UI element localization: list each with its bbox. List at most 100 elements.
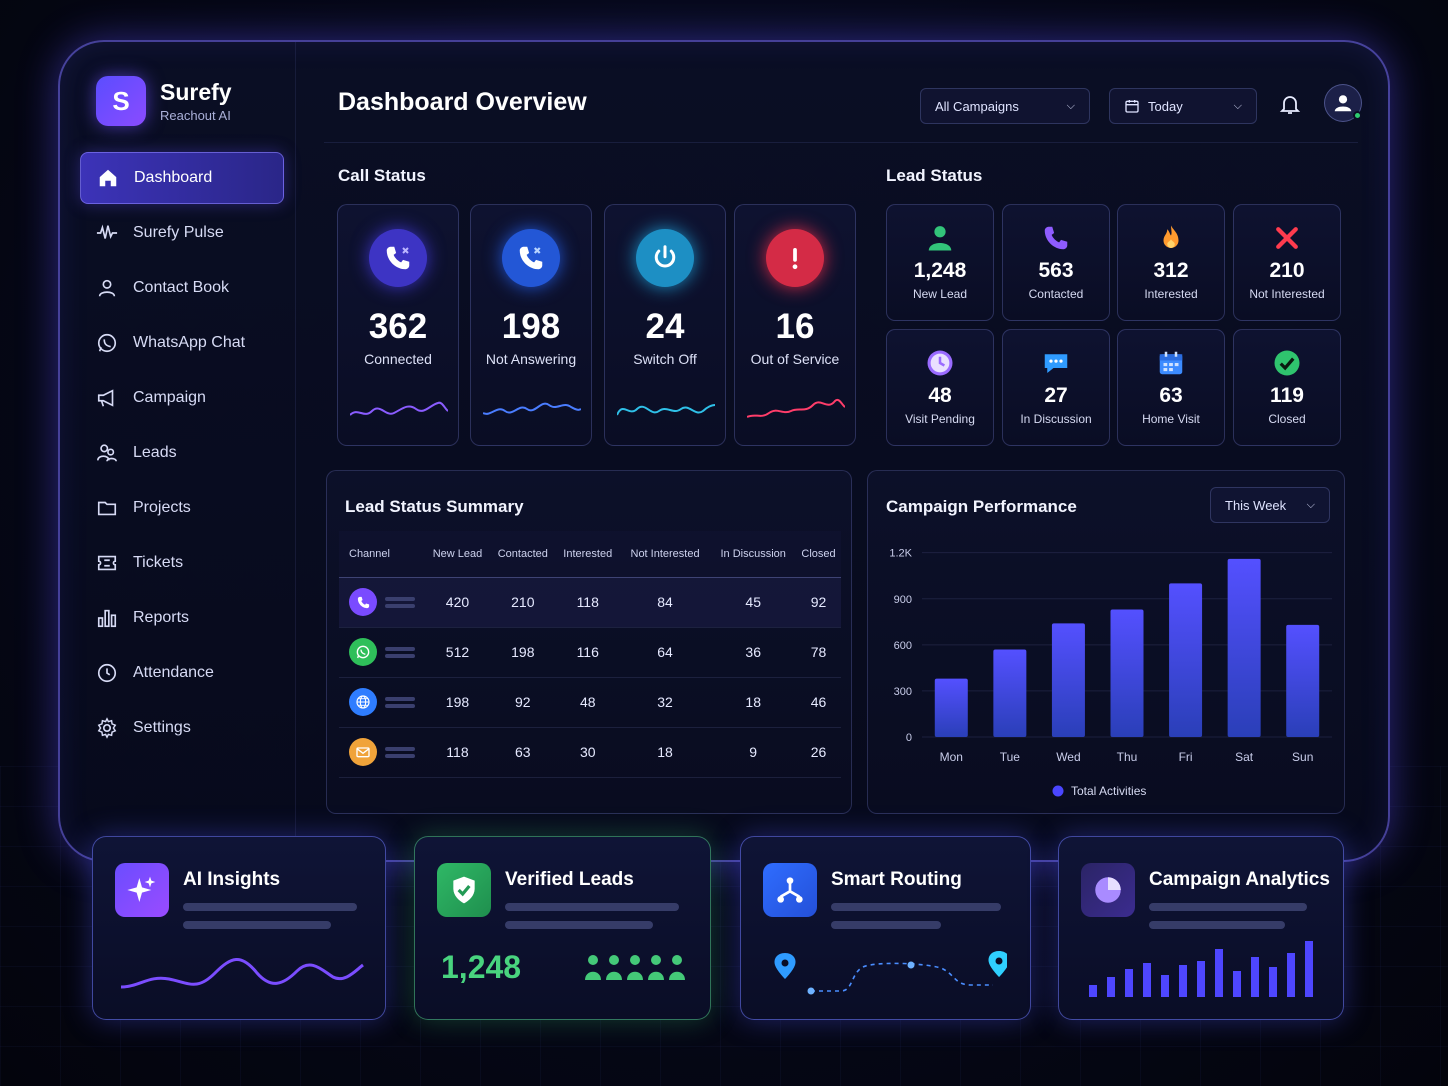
sidebar-item-campaign[interactable]: Campaign — [80, 372, 284, 424]
column-header: New Lead — [425, 531, 490, 578]
call-card-label: Switch Off — [633, 351, 697, 367]
campaign-performance-chart: 0 300 600 900 1.2K Mon Tue Wed Thu Fri Sat Sun Total… — [889, 548, 1332, 798]
clock-icon — [96, 662, 118, 684]
lead-card-visit-pending[interactable]: 48 Visit Pending — [886, 329, 994, 446]
verified-leads-card[interactable]: Verified Leads 1,248 — [414, 836, 711, 1020]
wave-graphic — [120, 958, 364, 989]
table-cell: 198 — [425, 677, 490, 728]
route-path-graphic — [774, 951, 1007, 995]
sidebar-item-whatsapp-chat[interactable]: WhatsApp Chat — [80, 317, 284, 369]
whatsapp-icon — [96, 332, 118, 354]
table-cell: 512 — [425, 627, 490, 678]
channel-cell — [339, 627, 425, 678]
smart-routing-card[interactable]: Smart Routing — [740, 836, 1031, 1020]
users-icon — [96, 442, 118, 464]
power-icon — [636, 229, 694, 287]
lead-card-label: Home Visit — [1142, 412, 1200, 426]
sidebar-item-tickets[interactable]: Tickets — [80, 537, 284, 589]
call-card-out-of-service[interactable]: 16 Out of Service — [734, 204, 856, 446]
alert-icon — [766, 229, 824, 287]
campaign-analytics-title: Campaign Analytics — [1149, 869, 1330, 890]
call-card-switch-off[interactable]: 24 Switch Off — [604, 204, 726, 446]
call-status-title: Call Status — [338, 166, 426, 185]
sidebar-item-projects[interactable]: Projects — [80, 482, 284, 534]
table-cell: 92 — [796, 577, 841, 628]
lead-card-in-discussion[interactable]: 27 In Discussion — [1002, 329, 1110, 446]
table-row[interactable]: 118 63 30 18 9 26 — [339, 727, 841, 778]
header-divider — [324, 142, 1358, 143]
table-cell: 420 — [425, 577, 490, 628]
sidebar-item-surefy-pulse[interactable]: Surefy Pulse — [80, 207, 284, 259]
sidebar-item-contact-book[interactable]: Contact Book — [80, 262, 284, 314]
range-select[interactable]: This Week ⌵ — [1210, 487, 1330, 523]
online-status-dot — [1353, 111, 1362, 120]
channel-cell — [339, 577, 425, 628]
verified-leads-value: 1,248 — [441, 949, 522, 985]
campaign-select-value: All Campaigns — [935, 98, 1019, 114]
lead-card-label: Not Interested — [1249, 287, 1325, 301]
bar-mon — [934, 678, 968, 737]
call-card-value: 16 — [775, 307, 815, 346]
sidebar-item-reports[interactable]: Reports — [80, 592, 284, 644]
chevron-down-icon: ⌵ — [1066, 99, 1075, 112]
phone-icon — [1041, 223, 1071, 253]
ai-insights-card[interactable]: AI Insights — [92, 836, 386, 1020]
sidebar-item-label: Contact Book — [133, 279, 230, 296]
fire-icon — [1156, 223, 1186, 253]
avatar[interactable] — [1324, 84, 1362, 122]
table-row[interactable]: 512 198 116 64 36 78 — [339, 627, 841, 678]
lead-card-value: 210 — [1269, 259, 1305, 282]
date-select[interactable]: Today ⌵ — [1109, 88, 1257, 124]
chevron-down-icon: ⌵ — [1233, 99, 1242, 112]
lead-card-closed[interactable]: 119 Closed — [1233, 329, 1341, 446]
x-tick-label: Fri — [1179, 750, 1193, 764]
x-icon — [1272, 223, 1302, 253]
sidebar-item-label: Dashboard — [134, 169, 213, 186]
table-row[interactable]: 198 92 48 32 18 46 — [339, 677, 841, 728]
campaign-select[interactable]: All Campaigns ⌵ — [920, 88, 1090, 124]
ai-insights-title: AI Insights — [183, 869, 281, 890]
lead-card-contacted[interactable]: 563 Contacted — [1002, 204, 1110, 321]
lead-card-interested[interactable]: 312 Interested — [1117, 204, 1225, 321]
channel-cell — [339, 727, 425, 778]
lead-card-new-lead[interactable]: 1,248 New Lead — [886, 204, 994, 321]
table-cell: 118 — [425, 727, 490, 778]
verified-leads-title: Verified Leads — [505, 869, 634, 890]
chat-icon — [1041, 348, 1071, 378]
globe-icon — [349, 688, 377, 716]
lead-card-label: Closed — [1268, 412, 1306, 426]
bar-sun — [1286, 624, 1320, 737]
table-cell: 63 — [489, 727, 556, 778]
bar-fri — [1169, 583, 1203, 737]
call-card-value: 198 — [501, 307, 561, 346]
bell-icon[interactable] — [1278, 92, 1302, 116]
lead-card-value: 119 — [1270, 384, 1304, 407]
call-card-connected[interactable]: 362 Connected — [337, 204, 459, 446]
table-cell: 78 — [796, 627, 841, 678]
call-card-not-answering[interactable]: 198 Not Answering — [470, 204, 592, 446]
table-cell: 26 — [796, 727, 841, 778]
sidebar-item-dashboard[interactable]: Dashboard — [80, 152, 284, 204]
placeholder-bar — [183, 903, 357, 911]
table-cell: 46 — [796, 677, 841, 728]
y-tick-label: 300 — [894, 686, 912, 698]
lead-card-home-visit[interactable]: 63 Home Visit — [1117, 329, 1225, 446]
mail-icon — [349, 738, 377, 766]
sidebar-item-leads[interactable]: Leads — [80, 427, 284, 479]
table-row[interactable]: 420 210 118 84 45 92 — [339, 577, 841, 628]
sidebar-item-label: Reports — [133, 609, 190, 626]
table-cell: 45 — [710, 577, 797, 628]
people-icon — [585, 955, 685, 980]
bar-sat — [1227, 558, 1261, 737]
legend-swatch — [1052, 785, 1064, 797]
sidebar-item-settings[interactable]: Settings — [80, 702, 284, 754]
lead-card-label: Visit Pending — [905, 412, 975, 426]
sidebar-item-attendance[interactable]: Attendance — [80, 647, 284, 699]
person-add-icon — [925, 223, 955, 253]
lead-card-not-interested[interactable]: 210 Not Interested — [1233, 204, 1341, 321]
bar-tue — [993, 649, 1027, 737]
campaign-analytics-card[interactable]: Campaign Analytics — [1058, 836, 1344, 1020]
lead-card-value: 63 — [1159, 384, 1183, 407]
routing-icon — [763, 863, 817, 917]
lead-card-value: 1,248 — [913, 259, 967, 282]
